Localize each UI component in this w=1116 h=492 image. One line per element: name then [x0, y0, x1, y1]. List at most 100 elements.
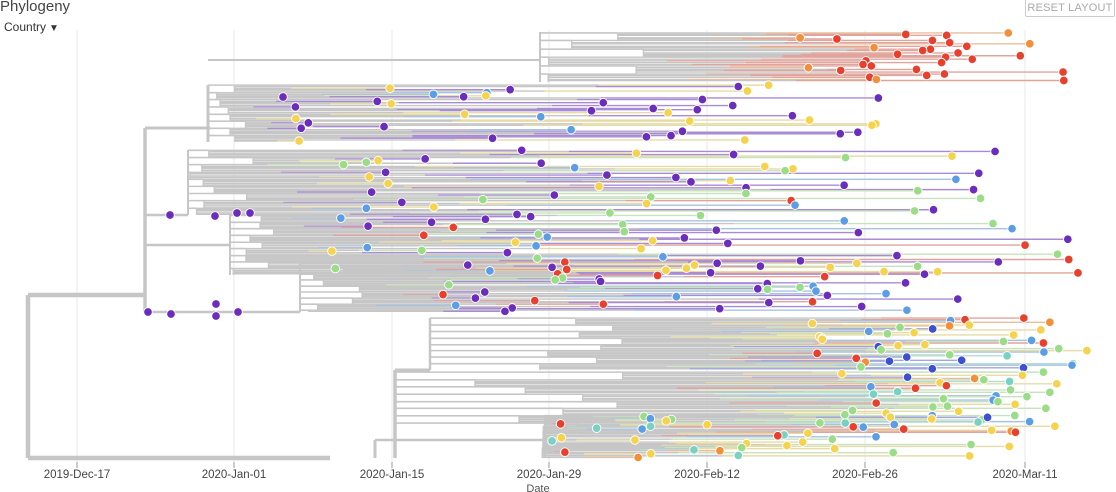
- tip-node[interactable]: [478, 194, 488, 205]
- tip-node[interactable]: [661, 265, 671, 276]
- tip-node[interactable]: [702, 420, 712, 430]
- tip-node[interactable]: [569, 162, 580, 173]
- tip-node[interactable]: [807, 296, 818, 307]
- tip-node[interactable]: [1041, 403, 1051, 414]
- tip-node[interactable]: [898, 424, 909, 434]
- tip-node[interactable]: [419, 230, 429, 241]
- tip-node[interactable]: [827, 434, 838, 444]
- tip-node[interactable]: [945, 350, 955, 360]
- tip-node[interactable]: [646, 448, 656, 459]
- tip-node[interactable]: [502, 247, 513, 258]
- tip-node[interactable]: [296, 123, 306, 134]
- tip-node[interactable]: [993, 396, 1003, 407]
- tip-node[interactable]: [1082, 345, 1092, 356]
- tip-node[interactable]: [459, 109, 470, 120]
- tip-node[interactable]: [790, 200, 800, 210]
- tip-node[interactable]: [450, 300, 461, 311]
- tip-node[interactable]: [804, 115, 815, 125]
- tip-node[interactable]: [1008, 330, 1019, 340]
- tip-node[interactable]: [953, 294, 963, 304]
- tip-node[interactable]: [1005, 385, 1016, 395]
- tip-node[interactable]: [591, 423, 602, 434]
- tip-node[interactable]: [1010, 427, 1021, 438]
- tip-node[interactable]: [444, 280, 454, 290]
- tip-node[interactable]: [944, 37, 955, 48]
- tip-node[interactable]: [658, 252, 668, 262]
- tip-node[interactable]: [1058, 67, 1068, 77]
- tip-node[interactable]: [1073, 268, 1083, 278]
- tip-node[interactable]: [555, 419, 566, 429]
- tip-node[interactable]: [852, 258, 862, 269]
- tip-node[interactable]: [795, 256, 806, 266]
- reset-layout-button[interactable]: RESET LAYOUT: [1025, 0, 1115, 17]
- tip-node[interactable]: [278, 92, 288, 102]
- tip-node[interactable]: [737, 442, 747, 453]
- tip-node[interactable]: [420, 154, 430, 164]
- tip-node[interactable]: [892, 250, 902, 261]
- tip-node[interactable]: [882, 328, 893, 339]
- tip-node[interactable]: [595, 276, 606, 287]
- tip-node[interactable]: [165, 210, 175, 220]
- tip-node[interactable]: [631, 148, 642, 158]
- tip-node[interactable]: [714, 303, 725, 314]
- tip-node[interactable]: [807, 318, 818, 329]
- tip-node[interactable]: [481, 91, 491, 101]
- tip-node[interactable]: [1015, 51, 1026, 61]
- tip-node[interactable]: [366, 187, 377, 197]
- tip-node[interactable]: [782, 440, 792, 451]
- tip-node[interactable]: [529, 295, 540, 306]
- tip-node[interactable]: [303, 118, 314, 128]
- tip-node[interactable]: [429, 202, 439, 212]
- tip-node[interactable]: [602, 170, 612, 180]
- tip-node[interactable]: [525, 211, 536, 222]
- tip-node[interactable]: [848, 422, 858, 432]
- tip-node[interactable]: [1010, 399, 1020, 410]
- tip-node[interactable]: [969, 373, 980, 384]
- tip-node[interactable]: [941, 380, 952, 391]
- tip-node[interactable]: [1039, 347, 1049, 357]
- tip-node[interactable]: [361, 157, 371, 168]
- tip-node[interactable]: [1004, 441, 1015, 452]
- tip-node[interactable]: [900, 278, 911, 288]
- tip-node[interactable]: [327, 246, 337, 256]
- tip-node[interactable]: [973, 417, 983, 427]
- tip-node[interactable]: [964, 320, 975, 330]
- tip-node[interactable]: [245, 208, 255, 218]
- tip-node[interactable]: [795, 282, 805, 293]
- tip-node[interactable]: [715, 445, 725, 456]
- tip-node[interactable]: [868, 389, 879, 399]
- tip-node[interactable]: [953, 406, 964, 417]
- tip-node[interactable]: [426, 217, 437, 228]
- tip-node[interactable]: [1052, 379, 1062, 389]
- tip-node[interactable]: [1010, 410, 1020, 421]
- tip-node[interactable]: [291, 113, 301, 124]
- tip-node[interactable]: [510, 237, 521, 247]
- tip-node[interactable]: [853, 227, 864, 238]
- tip-node[interactable]: [233, 307, 243, 317]
- tip-node[interactable]: [487, 133, 498, 143]
- tip-node[interactable]: [829, 443, 840, 454]
- tip-node[interactable]: [876, 345, 886, 355]
- tip-node[interactable]: [755, 261, 766, 271]
- tip-node[interactable]: [825, 262, 835, 273]
- tip-node[interactable]: [532, 253, 542, 263]
- tip-node[interactable]: [290, 102, 301, 112]
- tip-node[interactable]: [336, 213, 346, 223]
- tip-node[interactable]: [677, 126, 688, 137]
- tip-node[interactable]: [363, 221, 373, 231]
- tip-node[interactable]: [909, 327, 919, 338]
- tip-node[interactable]: [637, 424, 647, 434]
- tip-node[interactable]: [936, 57, 947, 68]
- tip-node[interactable]: [927, 35, 938, 46]
- tip-node[interactable]: [480, 287, 490, 297]
- tip-node[interactable]: [947, 151, 957, 161]
- tip-node[interactable]: [671, 172, 681, 183]
- tip-node[interactable]: [787, 110, 798, 121]
- tip-node[interactable]: [1054, 343, 1064, 354]
- tip-node[interactable]: [902, 305, 912, 315]
- tip-node[interactable]: [566, 124, 576, 135]
- tip-node[interactable]: [684, 116, 695, 126]
- tip-node[interactable]: [839, 216, 850, 226]
- tip-node[interactable]: [964, 451, 975, 461]
- tip-node[interactable]: [1038, 338, 1049, 348]
